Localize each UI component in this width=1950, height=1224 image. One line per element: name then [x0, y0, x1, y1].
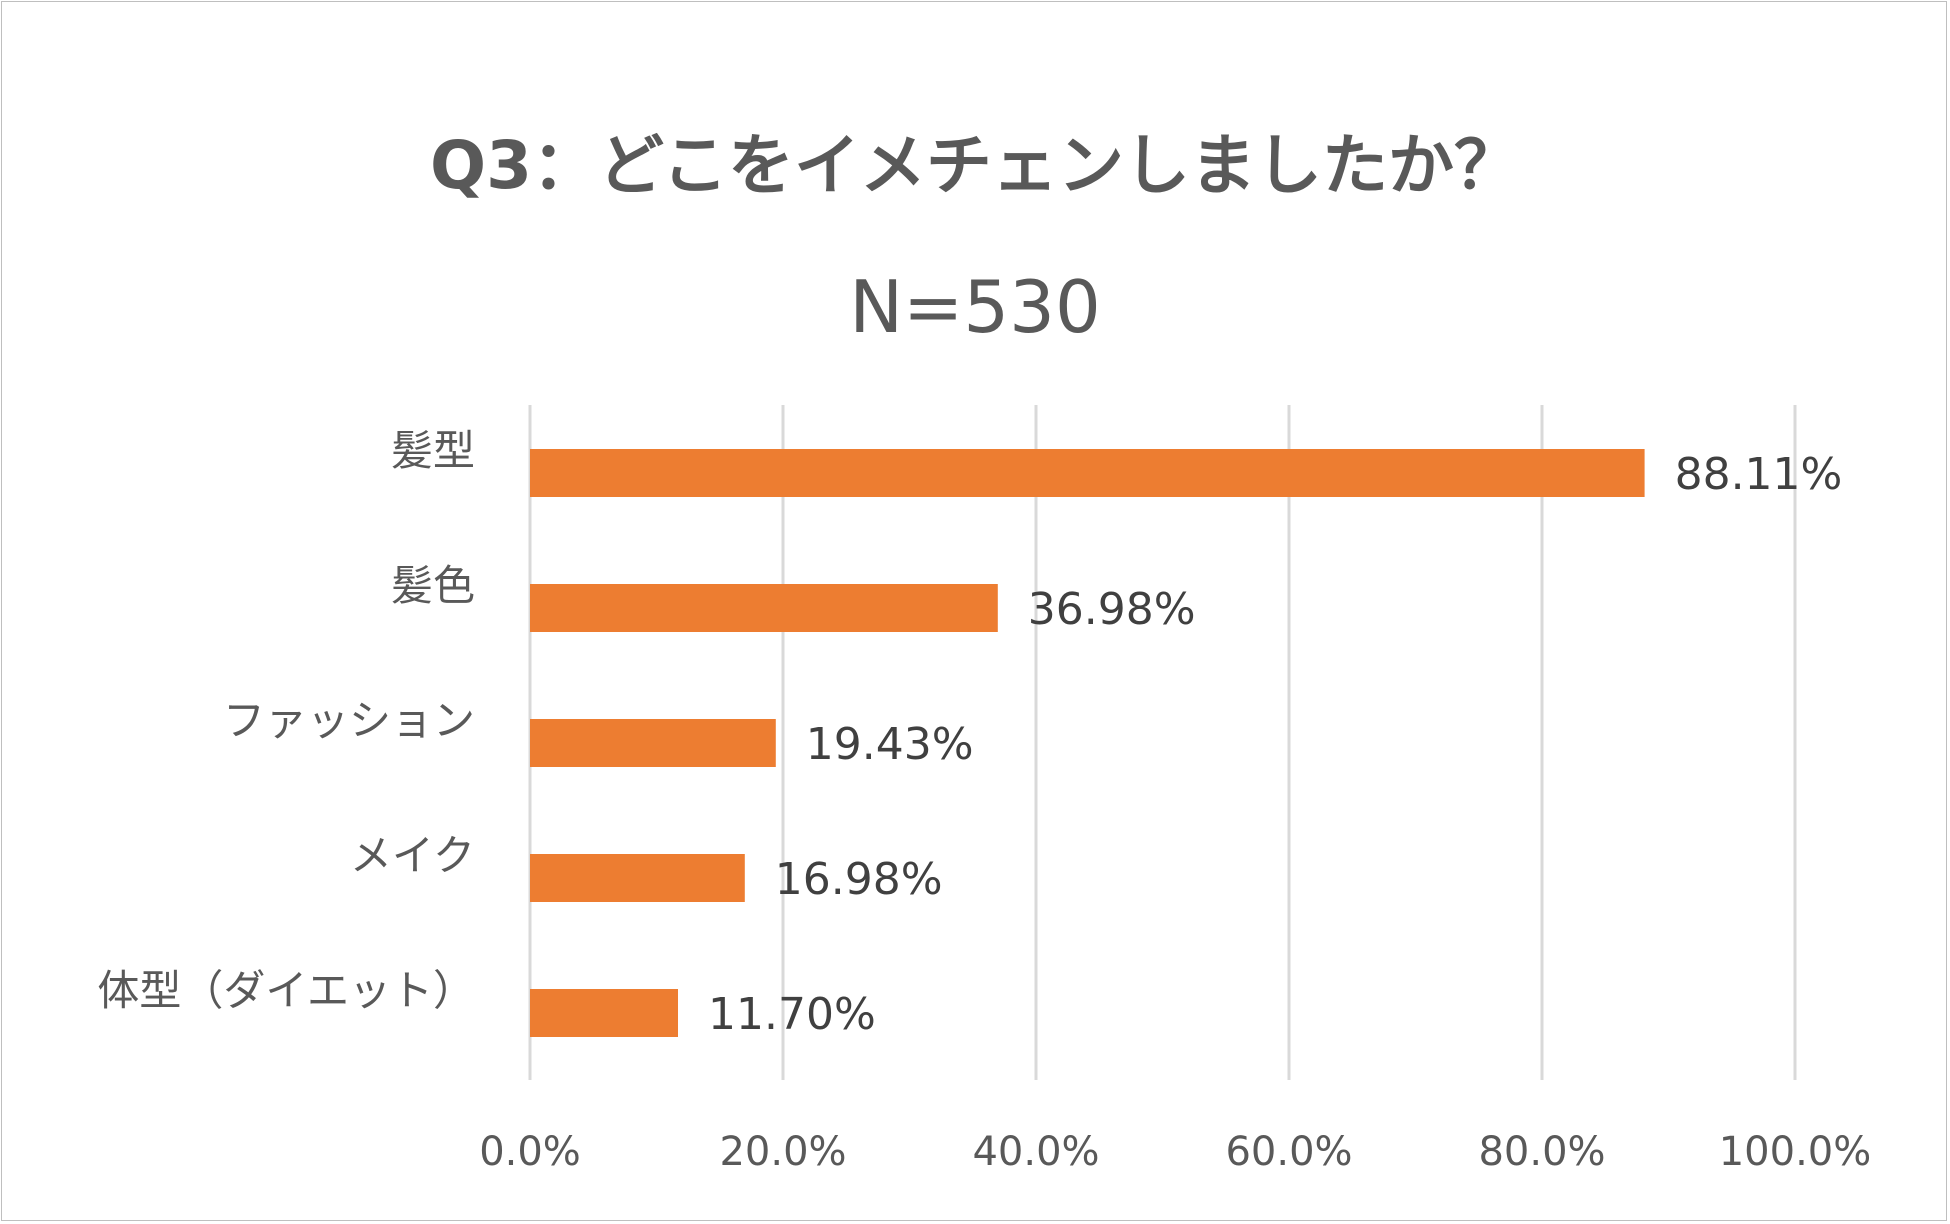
value-label: 16.98%	[775, 854, 943, 905]
x-tick-label: 20.0%	[719, 1129, 846, 1175]
category-label: 体型（ダイエット）	[97, 966, 475, 1015]
category-label: ファッション	[223, 696, 475, 745]
value-label: 11.70%	[708, 989, 876, 1040]
bar	[530, 584, 998, 632]
bars	[530, 449, 1645, 1037]
value-label: 19.43%	[806, 719, 974, 770]
chart-title: Q3：どこをイメチェンしましたか？	[429, 127, 1521, 204]
value-label: 88.11%	[1675, 449, 1843, 500]
category-label: メイク	[350, 831, 475, 880]
bar	[530, 854, 745, 902]
axis-tick-labels: 0.0% 20.0% 40.0% 60.0% 80.0% 100.0%	[479, 1129, 1871, 1175]
bar	[530, 989, 679, 1037]
x-tick-label: 100.0%	[1719, 1129, 1872, 1175]
category-label: 髪型	[391, 426, 475, 475]
chart-subtitle: N=530	[849, 265, 1101, 349]
bar	[530, 449, 1645, 497]
x-tick-label: 80.0%	[1478, 1129, 1605, 1175]
category-label: 髪色	[391, 561, 475, 610]
x-tick-label: 0.0%	[479, 1129, 581, 1175]
value-labels: 88.11% 36.98% 19.43% 16.98% 11.70%	[708, 449, 1842, 1040]
x-tick-label: 40.0%	[972, 1129, 1099, 1175]
grid-lines	[528, 405, 1797, 1080]
value-label: 36.98%	[1028, 584, 1196, 635]
bar	[530, 719, 776, 767]
x-tick-label: 60.0%	[1225, 1129, 1352, 1175]
